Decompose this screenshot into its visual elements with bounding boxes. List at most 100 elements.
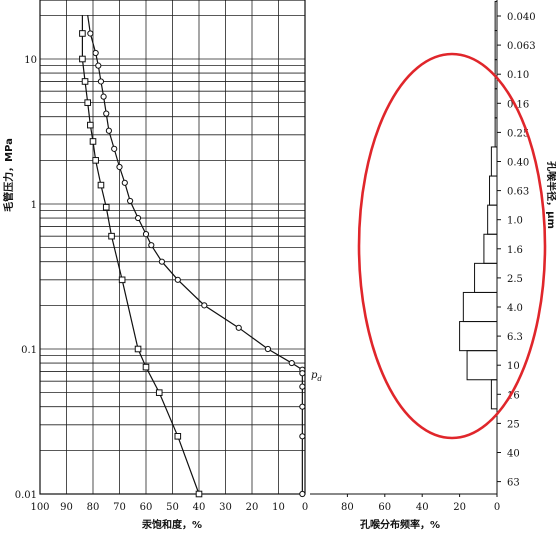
left-x-tick-label: 100	[30, 502, 49, 513]
right-x-tick-label: 40	[416, 502, 429, 513]
right-y-tick-label: 0.10	[507, 70, 529, 81]
left-x-tick-label: 70	[113, 502, 126, 513]
square-marker	[79, 55, 86, 63]
distribution-bar	[494, 0, 498, 32]
left-x-tick-label: 30	[219, 502, 232, 513]
right-y-tick-label: 4.0	[507, 303, 523, 314]
circle-marker	[95, 62, 102, 69]
distribution-bar	[494, 30, 498, 61]
series-line	[81, 15, 200, 495]
distribution-bar	[487, 204, 498, 235]
pore-throat-distribution-chart: 80 60 40 20 0 0.040 0.063 0.10 0.16 0.25 0.40 0.63 1…	[310, 0, 556, 531]
circle-marker	[299, 490, 306, 498]
circle-marker	[299, 383, 306, 390]
right-y-tick-label: 0.40	[507, 158, 529, 169]
right-x-tick-label: 20	[453, 502, 466, 513]
left-x-axis-label: 汞饱和度，%	[141, 518, 202, 531]
right-x-axis-label: 孔喉分布频率，%	[360, 518, 440, 531]
right-y-tick-label: 0.16	[507, 99, 529, 110]
circle-marker	[264, 345, 271, 353]
distribution-bar	[459, 321, 498, 352]
circle-marker	[299, 370, 306, 377]
circle-marker	[134, 214, 142, 222]
right-y-tick-label: 0.063	[507, 41, 536, 52]
square-marker	[102, 203, 110, 211]
circle-marker	[92, 49, 99, 57]
square-marker	[195, 490, 203, 498]
highlight-ellipse	[357, 52, 547, 440]
circle-marker	[299, 403, 306, 410]
left-x-tick-label: 10	[272, 502, 285, 513]
left-x-tick-label: 20	[246, 502, 259, 513]
circle-marker	[158, 258, 165, 265]
circle-marker	[116, 163, 123, 171]
left-y-tick-label: 10	[24, 55, 37, 66]
circle-marker	[100, 93, 107, 100]
circle-marker	[235, 324, 242, 331]
right-x-tick-label: 0	[494, 502, 500, 513]
square-marker	[118, 276, 126, 284]
left-x-tick-label: 60	[140, 502, 153, 513]
right-x-tick-label: 80	[341, 502, 354, 513]
circle-marker	[288, 359, 295, 367]
circle-marker	[142, 231, 150, 238]
left-y-tick-label: 1	[31, 200, 37, 211]
distribution-bar	[490, 379, 498, 410]
square-marker	[92, 157, 99, 164]
circle-marker	[97, 78, 105, 85]
square-marker	[142, 363, 150, 371]
right-y-tick-label: 0.63	[507, 187, 529, 198]
circle-marker	[121, 179, 128, 186]
square-marker	[84, 99, 92, 106]
left-y-axis-label: 毛管压力，MPa	[2, 138, 15, 212]
right-y-tick-label: 10	[507, 361, 520, 372]
left-x-tick-label: 40	[193, 502, 206, 513]
circle-marker	[87, 30, 94, 37]
circle-marker	[201, 302, 208, 309]
circle-marker	[148, 242, 155, 249]
pd-annotation: pd	[311, 370, 322, 383]
distribution-bar	[483, 233, 498, 264]
right-y-tick-label: 6.3	[507, 332, 523, 343]
left-plot-frame	[39, 0, 306, 495]
circle-marker	[299, 433, 306, 440]
distribution-bar	[494, 88, 498, 119]
left-x-tick-label: 90	[60, 502, 73, 513]
right-y-tick-label: 1.6	[507, 245, 523, 256]
right-y-tick-label: 2.5	[507, 274, 523, 285]
square-marker	[79, 30, 86, 37]
right-y-tick-label: 25	[507, 419, 520, 430]
right-x-tick-label: 60	[378, 502, 391, 513]
left-grid	[39, 0, 306, 495]
distribution-bar	[474, 262, 498, 293]
right-y-axis-label: 孔喉半径，μm	[545, 161, 556, 229]
left-y-tick-label: 0.1	[21, 345, 37, 356]
circle-marker	[174, 276, 181, 283]
right-y-tick-label: 16	[507, 390, 520, 401]
right-y-tick-label: 63	[507, 478, 520, 489]
right-y-tick-label: 0.25	[507, 128, 529, 139]
distribution-bar	[489, 175, 498, 206]
left-y-tick-label: 0.01	[15, 490, 37, 501]
square-marker	[89, 138, 97, 145]
right-y-tick-label: 40	[507, 449, 520, 460]
right-y-tick-label: 1.0	[507, 216, 523, 227]
circle-marker	[111, 145, 118, 152]
square-marker	[81, 78, 89, 85]
square-marker	[108, 232, 115, 240]
distribution-bar	[466, 350, 498, 381]
distribution-bar	[494, 59, 498, 90]
right-y-tick-label: 0.040	[507, 12, 536, 23]
square-marker	[97, 181, 105, 189]
circle-marker	[127, 197, 134, 205]
left-series	[79, 15, 306, 498]
circle-marker	[103, 110, 110, 117]
distribution-bar	[490, 146, 498, 177]
square-marker	[174, 432, 182, 440]
square-marker	[155, 389, 163, 396]
distribution-bar	[494, 117, 498, 148]
right-tick-labels: 80 60 40 20 0 0.040 0.063 0.10 0.16 0.25 0.40 0.63 1…	[341, 12, 536, 513]
